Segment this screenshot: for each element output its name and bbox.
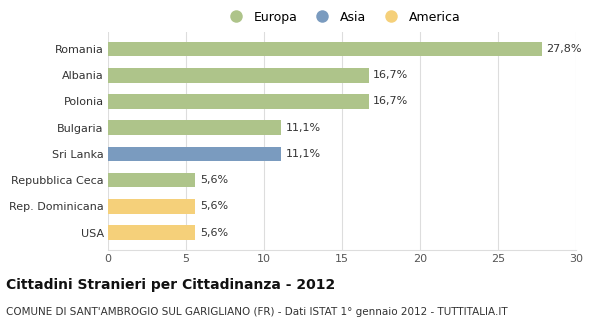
Text: 11,1%: 11,1% xyxy=(286,149,321,159)
Bar xyxy=(108,147,281,161)
Text: 16,7%: 16,7% xyxy=(373,97,409,107)
Bar xyxy=(108,173,196,187)
Text: Cittadini Stranieri per Cittadinanza - 2012: Cittadini Stranieri per Cittadinanza - 2… xyxy=(6,278,335,292)
Text: 11,1%: 11,1% xyxy=(286,123,321,133)
Text: COMUNE DI SANT'AMBROGIO SUL GARIGLIANO (FR) - Dati ISTAT 1° gennaio 2012 - TUTTI: COMUNE DI SANT'AMBROGIO SUL GARIGLIANO (… xyxy=(6,307,508,317)
Legend: Europa, Asia, America: Europa, Asia, America xyxy=(218,6,466,28)
Text: 16,7%: 16,7% xyxy=(373,70,409,80)
Bar xyxy=(108,199,196,213)
Bar xyxy=(108,225,196,240)
Bar xyxy=(108,94,368,109)
Text: 5,6%: 5,6% xyxy=(200,201,228,211)
Bar xyxy=(108,68,368,83)
Text: 27,8%: 27,8% xyxy=(547,44,582,54)
Text: 5,6%: 5,6% xyxy=(200,175,228,185)
Text: 5,6%: 5,6% xyxy=(200,228,228,237)
Bar xyxy=(108,42,542,56)
Bar xyxy=(108,121,281,135)
